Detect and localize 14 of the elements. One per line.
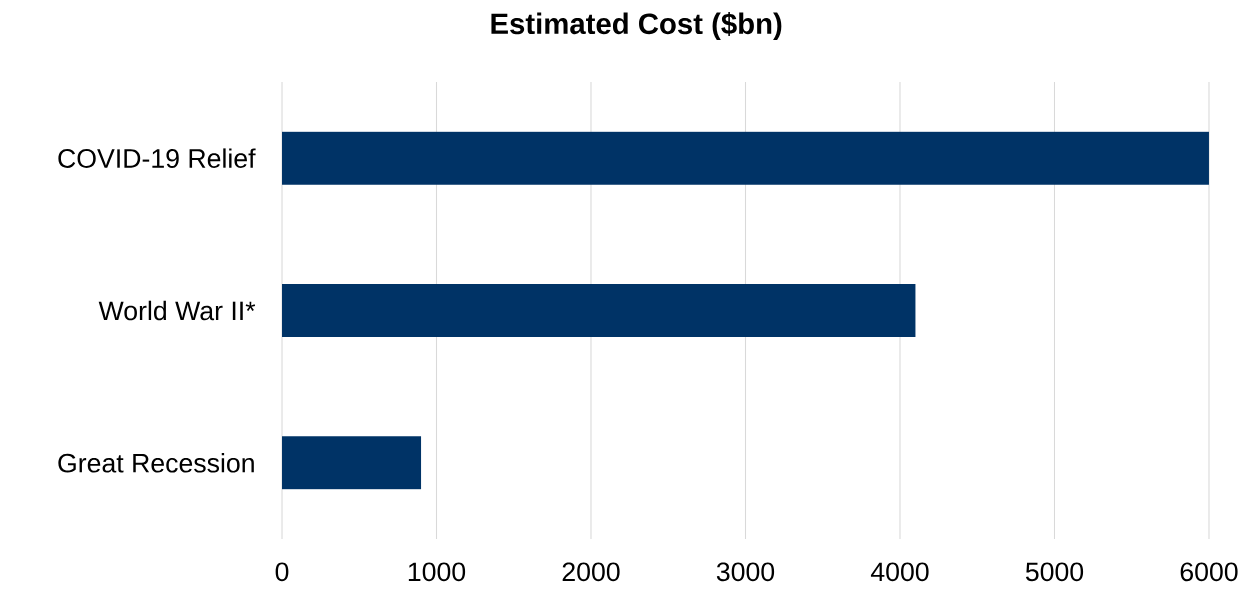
bar xyxy=(282,131,1209,185)
bar xyxy=(282,436,422,490)
bar xyxy=(282,284,916,337)
y-tick-label: World War II* xyxy=(98,300,256,321)
y-tick-label: COVID-19 Relief xyxy=(58,148,256,168)
x-tick-label: 5000 xyxy=(1025,562,1084,582)
x-tick-label: 6000 xyxy=(1180,562,1238,582)
x-tick-label: 1000 xyxy=(408,562,466,582)
x-tick-label: 3000 xyxy=(716,562,775,582)
chart-title: Estimated Cost ($bn) xyxy=(491,12,782,40)
y-tick-label: Great Recession xyxy=(58,453,254,473)
x-tick-label: 0 xyxy=(275,562,289,582)
x-tick-label: 4000 xyxy=(870,562,929,582)
x-tick-label: 2000 xyxy=(562,562,620,582)
